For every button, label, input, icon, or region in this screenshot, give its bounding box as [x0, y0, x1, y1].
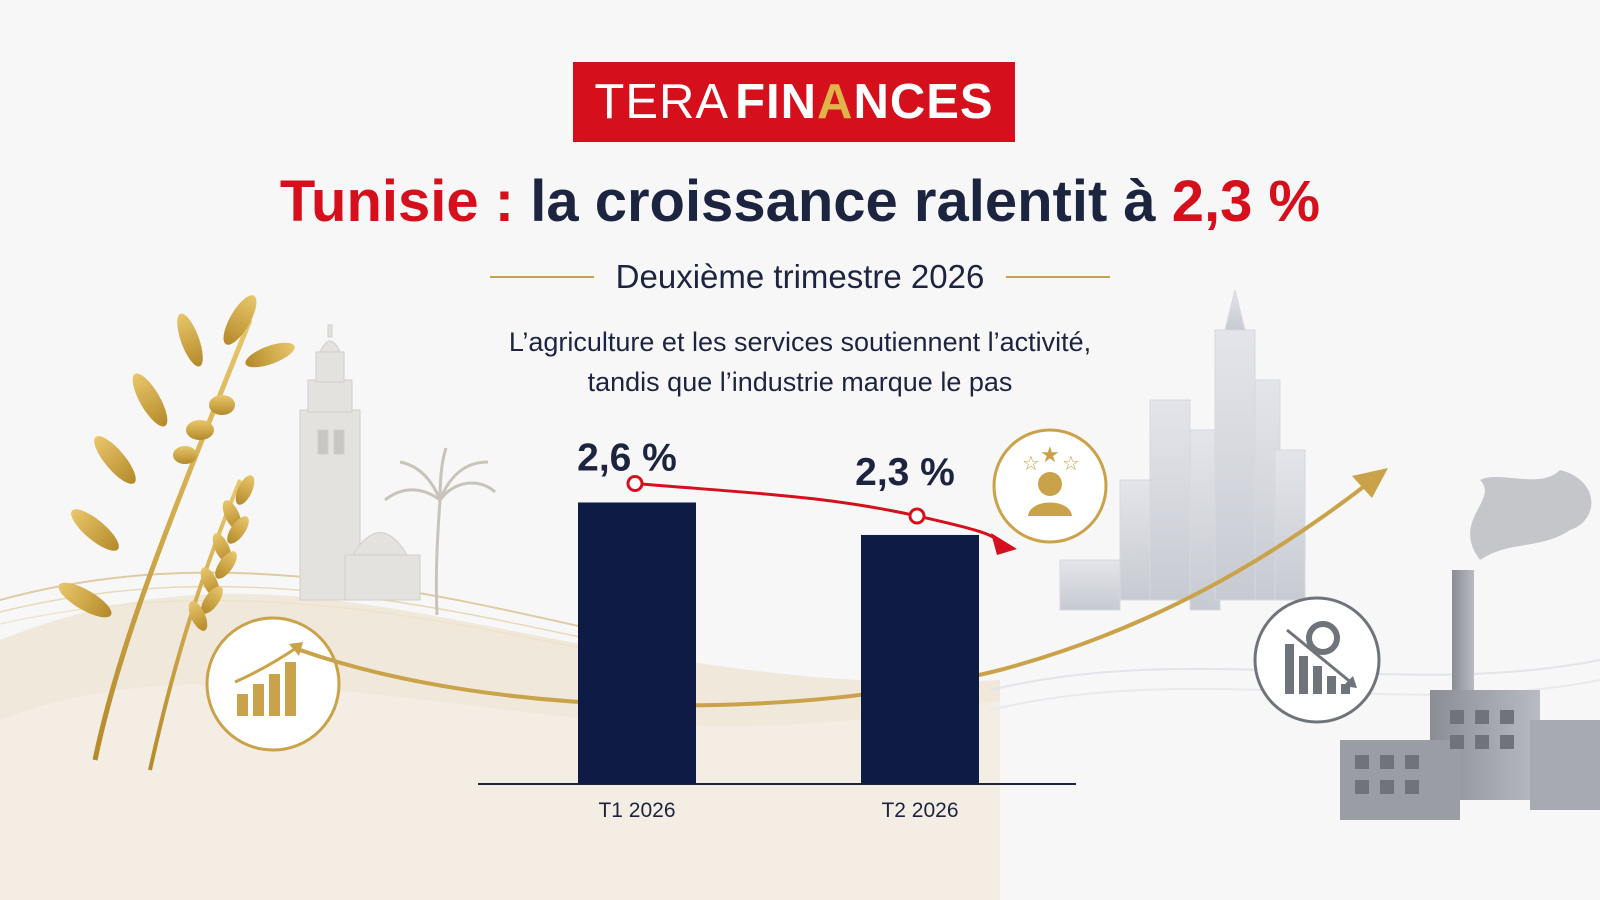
category-label-2: T2 2026 [881, 799, 958, 822]
subtitle-rule-right [1006, 276, 1111, 278]
brand-name-bold: FINANCES [735, 75, 994, 129]
tagline-line-2: tandis que l’industrie marque le pas [587, 367, 1013, 397]
trend-point-1 [626, 474, 644, 492]
page-title: Tunisie : la croissance ralentit à 2,3 % [0, 168, 1600, 235]
svg-text:☆: ☆ [1062, 451, 1080, 475]
olive-branch-illustration [58, 295, 295, 761]
gold-growth-arrowhead [1352, 468, 1388, 498]
value-label-1: 2,6 % [577, 436, 677, 479]
headline-main: la croissance ralentit à [530, 169, 1172, 234]
category-label-1: T1 2026 [598, 799, 675, 822]
factory-illustration [1340, 470, 1600, 820]
palm-tree-illustration [384, 447, 497, 616]
tagline: L’agriculture et les services soutiennen… [0, 322, 1600, 402]
value-label-2: 2,3 % [855, 451, 955, 494]
star-person-icon: ☆ ★ ☆ [992, 428, 1108, 544]
bar-2 [861, 534, 979, 784]
headline-lead: Tunisie : [279, 169, 531, 234]
minaret-illustration [299, 324, 421, 601]
subtitle-row: Deuxième trimestre 2026 [0, 258, 1600, 296]
trend-arrowhead [991, 532, 1017, 555]
city-skyline-illustration [1059, 289, 1306, 611]
wheat-illustration [148, 475, 255, 771]
brand-name-light: TERA [594, 75, 730, 129]
subtitle: Deuxième trimestre 2026 [615, 258, 985, 295]
subtitle-rule-left [489, 276, 594, 278]
gear-decline-chart-icon [1253, 596, 1381, 724]
svg-text:☆: ☆ [1022, 451, 1040, 475]
trend-point-2 [908, 507, 926, 525]
bar-1 [578, 502, 696, 784]
tagline-line-1: L’agriculture et les services soutiennen… [508, 327, 1092, 357]
svg-text:★: ★ [1040, 443, 1060, 468]
headline-figure: 2,3 % [1171, 169, 1321, 234]
brand-logo: TERA FINANCES [573, 62, 1015, 142]
